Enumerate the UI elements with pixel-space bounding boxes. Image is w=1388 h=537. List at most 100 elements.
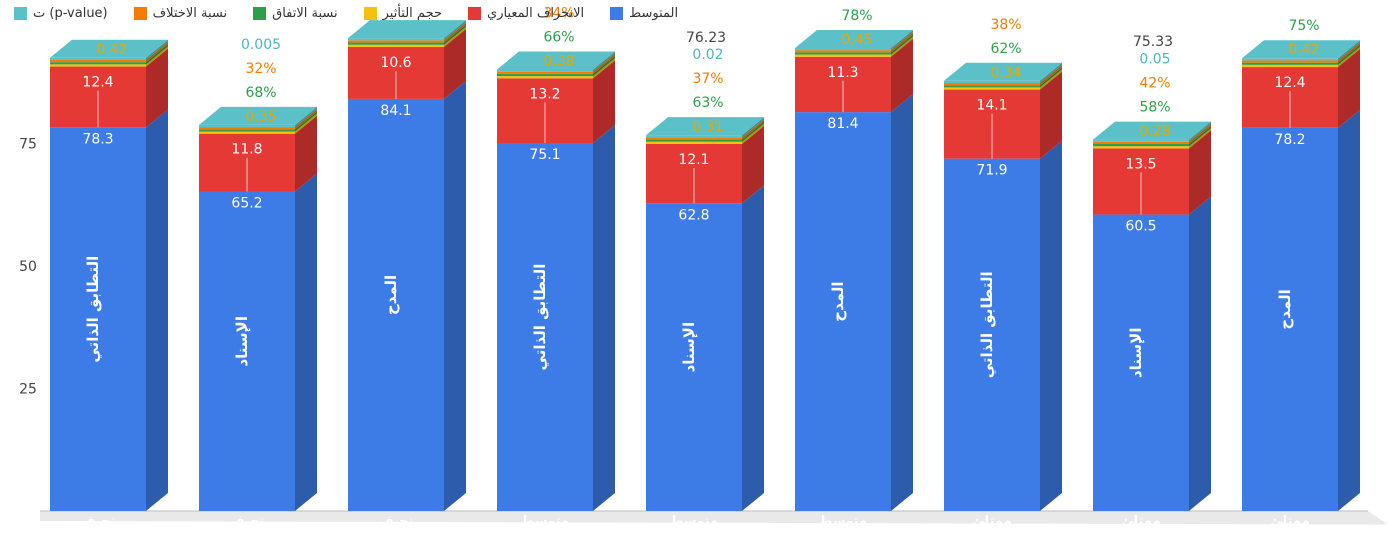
- chart-legend: ت (p-value) نسبة الاختلاف نسبة الاتفاق حجم …: [14, 6, 678, 21]
- bar-segment-side: [1189, 125, 1211, 147]
- bar-segment: [944, 158, 1040, 511]
- bar-inner-label: المدح: [829, 281, 847, 321]
- bar-segment: [1242, 127, 1338, 511]
- bar-segment: [944, 87, 1040, 90]
- series-value-label: 38%: [990, 17, 1021, 33]
- x-tick-label: ممتلئ: [1270, 514, 1309, 529]
- bar-segment-side: [742, 123, 764, 144]
- x-tick-label: نحيف: [80, 514, 115, 529]
- series-value-label: 0.31: [692, 119, 723, 135]
- bar-segment-side: [891, 94, 913, 511]
- bar-segment-side: [295, 106, 317, 128]
- bar-segment: [50, 62, 146, 65]
- bar-segment-side: [146, 39, 168, 60]
- series-value-label: 75%: [1288, 18, 1319, 34]
- legend-label: ت (p-value): [33, 6, 108, 21]
- bar-segment: [497, 76, 593, 79]
- bar-segment: [1242, 62, 1338, 65]
- bar-top-face: [1242, 40, 1360, 59]
- bar-segment: [497, 71, 593, 74]
- series-value-label: 42%: [1139, 76, 1170, 92]
- bar-segment-side: [146, 41, 168, 63]
- bar-segment-side: [891, 38, 913, 113]
- bar-segment: [199, 131, 295, 134]
- bar-segment-side: [1189, 196, 1211, 512]
- bar-segment-side: [295, 111, 317, 132]
- bar-segment-side: [891, 34, 913, 55]
- bar-segment-side: [1040, 67, 1062, 88]
- bar-top-face: [944, 62, 1062, 81]
- mean-value-label: 78.3: [82, 131, 113, 147]
- bar-segment-side: [1338, 49, 1360, 128]
- bar-segment-side: [444, 24, 466, 45]
- bar-segment: [497, 73, 593, 77]
- legend-swatch: [468, 7, 482, 20]
- bar-segment: [348, 40, 444, 43]
- bar-segment-side: [593, 51, 615, 72]
- x-tick-label: ممتلئ: [972, 514, 1011, 529]
- series-value-label: 63%: [692, 95, 723, 111]
- chart-floor: [40, 511, 1388, 525]
- bar-segment: [199, 124, 295, 128]
- series-value-label: 0.005: [241, 37, 281, 53]
- bar-segment: [795, 52, 891, 55]
- y-tick-label: 25: [19, 382, 37, 398]
- bar-segment-side: [444, 20, 466, 41]
- bar-segment: [1093, 214, 1189, 512]
- legend-item: المتوسط: [610, 6, 678, 21]
- mean-value-label: 84.1: [380, 103, 411, 119]
- legend-label: الانحراف المعياري: [487, 6, 585, 21]
- bar-segment: [199, 129, 295, 132]
- bar-segment-side: [593, 53, 615, 74]
- y-tick-label: 75: [19, 137, 37, 153]
- bar-segment-side: [593, 55, 615, 77]
- bar-segment-side: [891, 32, 913, 53]
- bar-segment: [1093, 139, 1189, 142]
- bar-segment: [1093, 146, 1189, 149]
- legend-label: المتوسط: [629, 6, 679, 21]
- bar-segment: [1093, 141, 1189, 144]
- bar-top-face: [199, 106, 317, 125]
- series-value-label: 0.42: [96, 42, 127, 58]
- legend-swatch: [363, 7, 377, 20]
- legend-swatch: [14, 7, 27, 20]
- bar-segment: [199, 127, 295, 130]
- bar-segment-side: [1040, 69, 1062, 90]
- bar-segment-side: [1338, 42, 1360, 63]
- bar-segment-side: [1040, 62, 1062, 83]
- bar-segment: [1242, 64, 1338, 68]
- bar-inner-label: التطابق الذاتي: [84, 256, 102, 363]
- bar-segment-side: [1338, 40, 1360, 61]
- legend-swatch: [133, 7, 147, 20]
- legend-swatch: [610, 7, 624, 20]
- legend-label: نسبة الاتفاق: [272, 6, 338, 21]
- bar-segment: [646, 137, 742, 140]
- legend-item: نسبة الاتفاق: [253, 6, 338, 21]
- legend-swatch: [253, 7, 267, 20]
- bar-segment-side: [742, 117, 764, 138]
- mean-value-label: 71.9: [976, 163, 1007, 179]
- mean-value-label: 81.4: [827, 116, 858, 132]
- series-value-label: 0.28: [1139, 124, 1170, 140]
- bar-inner-label: المدح: [382, 275, 400, 315]
- bar-segment: [646, 139, 742, 142]
- sd-value-label: 11.8: [231, 142, 262, 158]
- bar-inner-label: المدح: [1276, 289, 1294, 329]
- annotation-label: 75.33: [1133, 34, 1173, 50]
- bar-segment-side: [1189, 123, 1211, 144]
- bar-inner-label: الإسناد: [233, 316, 251, 367]
- series-value-label: 0.45: [841, 32, 872, 48]
- bar-segment-side: [1040, 140, 1062, 511]
- bar-top-face: [497, 51, 615, 70]
- bar-top-face: [795, 29, 913, 48]
- series-value-label: 0.35: [245, 109, 276, 125]
- series-value-label: 62%: [990, 41, 1021, 57]
- bar-segment: [1093, 143, 1189, 147]
- sd-value-label: 12.4: [1274, 75, 1305, 91]
- x-tick-label: نحيف: [378, 514, 413, 529]
- bar-segment: [199, 191, 295, 511]
- bar-top-face: [1093, 121, 1211, 140]
- mean-value-label: 62.8: [678, 207, 709, 223]
- bar-segment: [795, 54, 891, 57]
